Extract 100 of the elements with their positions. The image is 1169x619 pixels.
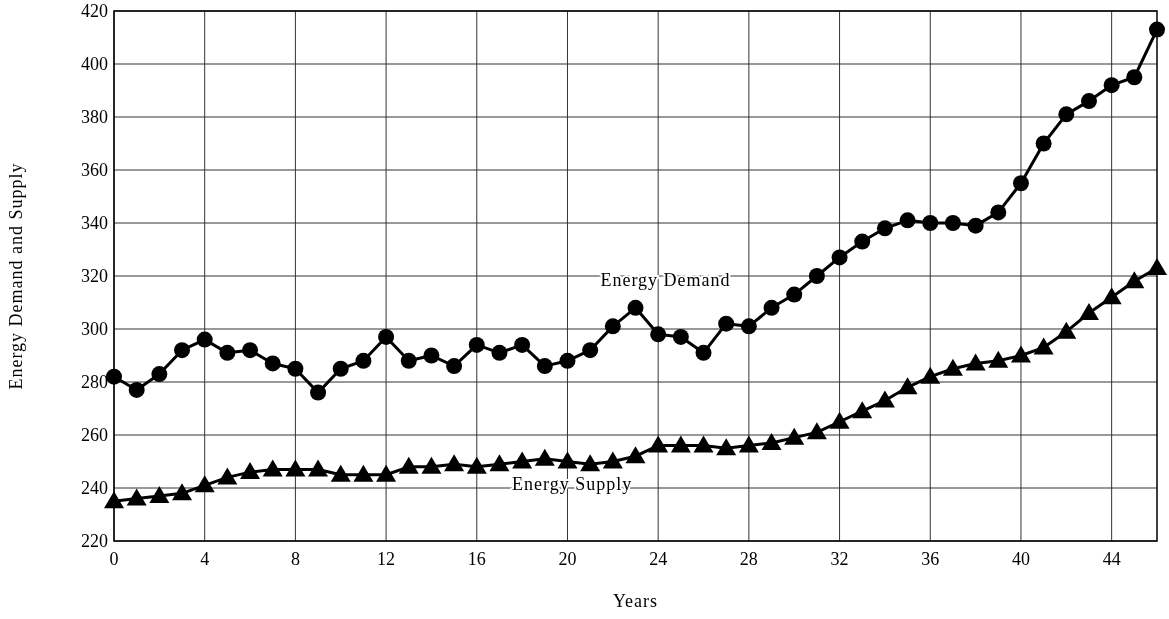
point — [922, 215, 939, 231]
x-tick-label: 40 — [1011, 549, 1030, 569]
point — [444, 454, 465, 472]
point — [240, 462, 261, 480]
point — [944, 215, 961, 231]
point — [398, 456, 419, 474]
x-axis-title: Years — [612, 591, 659, 611]
point — [489, 454, 510, 472]
point — [466, 456, 487, 474]
point — [1101, 287, 1122, 305]
point — [217, 467, 238, 485]
point — [310, 384, 327, 401]
x-tick-label: 20 — [558, 549, 577, 569]
point — [580, 454, 601, 472]
point — [149, 485, 170, 503]
point — [648, 435, 669, 453]
y-tick-label: 420 — [81, 1, 108, 21]
x-tick-label: 28 — [739, 549, 758, 569]
y-tick-label: 260 — [81, 425, 108, 445]
point — [1147, 258, 1167, 276]
point — [468, 336, 485, 353]
point — [262, 459, 283, 477]
point — [604, 318, 621, 335]
point — [1080, 93, 1097, 110]
point — [128, 381, 145, 398]
point — [942, 358, 963, 376]
point — [1012, 175, 1029, 192]
point — [672, 328, 689, 345]
point — [106, 368, 122, 385]
point — [786, 286, 803, 303]
point — [582, 342, 599, 359]
point — [738, 435, 759, 453]
point — [332, 360, 349, 377]
point — [625, 446, 646, 464]
point — [196, 331, 213, 348]
point — [899, 212, 916, 229]
point — [559, 352, 576, 369]
point — [1035, 135, 1052, 152]
point — [423, 347, 440, 364]
point — [330, 464, 351, 482]
point — [512, 451, 533, 469]
point — [264, 355, 281, 372]
point — [1078, 303, 1099, 321]
point — [967, 217, 984, 234]
point — [174, 342, 191, 359]
y-tick-label: 280 — [81, 372, 108, 392]
point — [670, 435, 691, 453]
point — [988, 350, 1009, 368]
point — [740, 318, 757, 335]
point — [557, 451, 578, 469]
x-tick-label: 36 — [921, 549, 940, 569]
point — [761, 432, 782, 450]
point — [514, 336, 531, 353]
point — [285, 459, 306, 477]
y-tick-label: 300 — [81, 319, 108, 339]
point — [194, 475, 215, 493]
point — [219, 344, 236, 361]
point — [920, 366, 941, 384]
y-tick-label: 220 — [81, 531, 108, 551]
point — [1033, 337, 1054, 355]
point — [446, 358, 463, 375]
point — [355, 352, 372, 369]
y-tick-label: 360 — [81, 160, 108, 180]
point — [1010, 345, 1031, 363]
point — [763, 299, 780, 316]
point — [172, 483, 193, 501]
point — [718, 315, 735, 332]
point — [400, 352, 417, 369]
point — [421, 456, 442, 474]
point — [852, 401, 873, 419]
point — [854, 233, 871, 250]
point — [808, 268, 825, 284]
point — [242, 342, 259, 359]
point — [376, 464, 397, 482]
point — [716, 438, 737, 456]
point — [784, 427, 805, 445]
point — [1103, 77, 1120, 94]
x-tick-label: 4 — [200, 549, 210, 569]
point — [151, 366, 168, 383]
x-tick-label: 16 — [467, 549, 486, 569]
point — [602, 451, 623, 469]
x-tick-label: 32 — [830, 549, 849, 569]
point — [831, 249, 848, 266]
y-tick-label: 400 — [81, 54, 108, 74]
x-tick-label: 12 — [377, 549, 396, 569]
point — [806, 422, 827, 440]
point — [536, 358, 553, 375]
x-tick-label: 8 — [290, 549, 300, 569]
point — [693, 435, 714, 453]
point — [534, 448, 555, 466]
y-tick-label: 340 — [81, 213, 108, 233]
point — [829, 411, 850, 429]
point — [897, 377, 918, 395]
point — [965, 353, 986, 371]
point — [1124, 271, 1145, 289]
point — [874, 390, 895, 408]
y-tick-label: 320 — [81, 266, 108, 286]
point — [1126, 69, 1143, 86]
y-tick-label: 380 — [81, 107, 108, 127]
point — [695, 344, 712, 361]
